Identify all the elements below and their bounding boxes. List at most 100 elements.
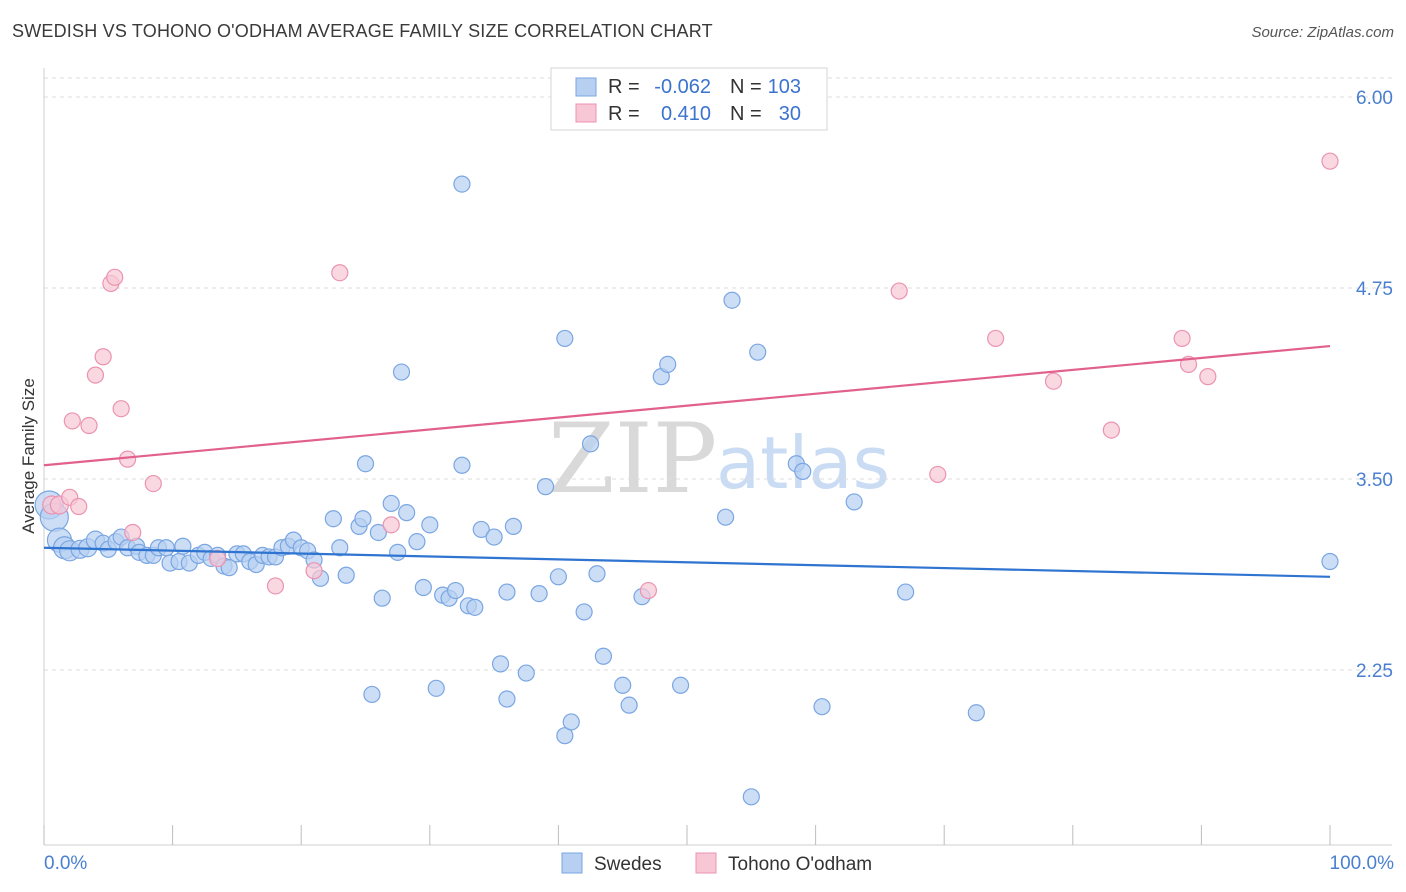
tohono-point	[106, 268, 124, 286]
swedes-point	[1321, 552, 1339, 571]
swedes-point	[472, 520, 490, 539]
scatter-points	[34, 152, 1339, 806]
tohono-point	[331, 264, 349, 282]
trend-lines	[43, 344, 1331, 578]
source-label: Source: ZipAtlas.com	[1251, 24, 1394, 41]
tohono-point	[1044, 372, 1063, 390]
swedes-point	[749, 343, 767, 361]
tohono-point	[94, 348, 112, 366]
legend-r-label-pink: R =	[608, 103, 640, 125]
swedes-point	[813, 698, 831, 716]
swedes-point	[723, 291, 741, 309]
bottom-legend-label-swedes: Swedes	[594, 854, 662, 875]
legend-n-value-blue: 103	[768, 76, 801, 98]
swedes-point	[556, 329, 574, 348]
swedes-point	[324, 510, 342, 528]
swedes-point	[453, 175, 471, 193]
tohono-point	[305, 562, 323, 580]
swedes-point	[331, 539, 349, 557]
swedes-point	[614, 676, 632, 694]
axes	[43, 68, 1392, 846]
tohono-point	[80, 416, 98, 435]
swedes-point	[382, 494, 400, 513]
bottom-legend-swatch-swedes	[561, 852, 583, 874]
swedes-point	[794, 462, 812, 480]
swedes-point	[588, 565, 606, 583]
legend-r-label-blue: R =	[608, 76, 640, 98]
swedes-point	[220, 559, 238, 577]
tohono-point	[209, 549, 227, 568]
swedes-point	[562, 713, 580, 731]
tohono-point	[382, 516, 400, 534]
tohono-trend-line	[43, 344, 1331, 467]
y-axis-label: Average Family Size	[19, 378, 38, 534]
swedes-point	[356, 455, 375, 473]
swedes-point	[466, 598, 484, 616]
tohono-point	[118, 450, 137, 468]
swedes-point	[549, 568, 568, 586]
legend-swatch-blue	[575, 77, 597, 97]
swedes-point	[659, 355, 677, 373]
legend-n-value-pink: 30	[779, 103, 801, 125]
swedes-point	[157, 539, 175, 557]
x-ticks	[43, 825, 1331, 845]
y-tick-labels: 2.25 3.50 4.75 6.00	[1356, 88, 1393, 682]
swedes-point	[530, 584, 548, 603]
swedes-point	[536, 478, 555, 496]
swedes-point	[517, 664, 535, 682]
swedes-point	[967, 704, 985, 722]
legend-n-label-blue: N =	[730, 76, 762, 98]
tohono-point	[1199, 368, 1217, 386]
swedes-trend-line	[43, 546, 1331, 578]
swedes-point	[620, 696, 638, 714]
tohono-point	[86, 366, 105, 384]
tohono-point	[1321, 152, 1339, 170]
swedes-point	[392, 363, 411, 381]
tohono-point	[70, 497, 88, 516]
chart-title: SWEDISH VS TOHONO O'ODHAM AVERAGE FAMILY…	[12, 21, 713, 41]
tohono-point	[639, 581, 658, 600]
tohono-point	[112, 400, 130, 418]
swedes-point	[845, 493, 863, 511]
legend-swatch-pink	[575, 103, 597, 123]
swedes-point	[581, 435, 600, 453]
swedes-point	[427, 679, 445, 697]
swedes-point	[742, 788, 760, 806]
swedes-point	[671, 676, 690, 694]
x-tick-label-max: 100.0%	[1330, 853, 1395, 874]
legend-r-value-blue: -0.062	[654, 76, 711, 98]
swedes-point	[414, 578, 432, 597]
bottom-legend-swatch-tohono	[695, 852, 717, 874]
watermark: ZIP atlas	[548, 403, 890, 515]
bottom-legend-label-tohono: Tohono O'odham	[728, 854, 872, 875]
tohono-point	[144, 474, 162, 493]
legend-box	[550, 67, 828, 131]
tohono-point	[266, 577, 285, 595]
y-tick-label: 2.25	[1356, 661, 1393, 682]
tohono-point	[987, 329, 1005, 348]
tohono-point	[929, 465, 947, 484]
swedes-point	[421, 516, 439, 534]
swedes-point	[556, 727, 574, 745]
y-tick-label: 4.75	[1356, 279, 1393, 300]
swedes-point	[575, 603, 593, 621]
tohono-point	[124, 523, 142, 542]
swedes-point	[897, 583, 915, 601]
tohono-point	[1173, 329, 1191, 348]
swedes-point	[498, 583, 516, 601]
x-tick-label-min: 0.0%	[44, 853, 87, 874]
tohono-point	[63, 412, 81, 430]
swedes-point	[389, 543, 407, 561]
legend-r-value-pink: 0.410	[661, 103, 711, 125]
watermark-zip: ZIP	[548, 403, 717, 515]
y-tick-label: 6.00	[1356, 88, 1393, 109]
swedes-point	[373, 589, 391, 607]
y-tick-label: 3.50	[1356, 470, 1393, 491]
swedes-point	[716, 508, 735, 526]
swedes-point	[408, 533, 426, 551]
swedes-point	[369, 523, 387, 542]
swedes-point	[363, 685, 381, 704]
swedes-point	[337, 566, 355, 584]
swedes-point	[504, 517, 522, 535]
